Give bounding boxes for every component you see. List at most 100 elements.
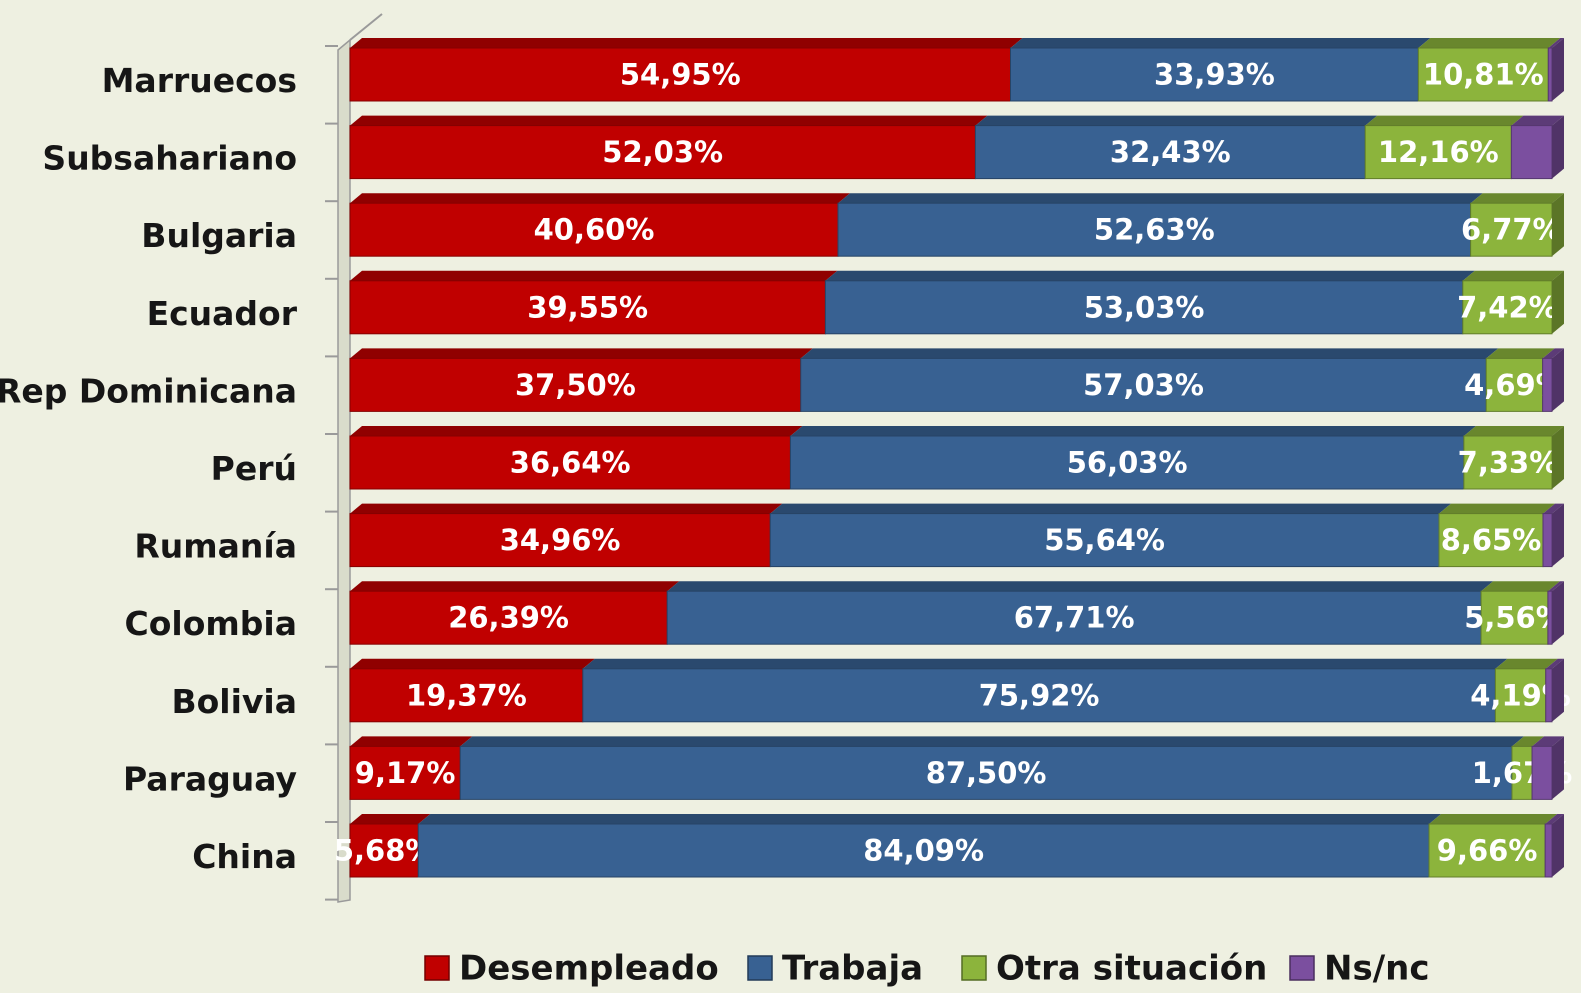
- y-tick-label: Ecuador: [147, 294, 298, 333]
- bar-end: [1552, 658, 1564, 722]
- bar-segment: [349, 823, 419, 878]
- wall-side: [337, 38, 351, 903]
- bar-segment: [1547, 590, 1553, 645]
- bar-segment: [1494, 668, 1547, 723]
- bar-top: [1542, 348, 1564, 359]
- bar-segment: [349, 435, 791, 490]
- value-label: 10,81%: [1423, 58, 1544, 92]
- bar-top: [790, 426, 1476, 436]
- value-label: 7,33%: [1458, 446, 1559, 480]
- bar-segment: [1480, 590, 1549, 645]
- bar-segment: [459, 745, 1513, 800]
- bar-segment: [1463, 435, 1553, 490]
- legend-label: Ns/nc: [1324, 949, 1429, 989]
- bar-segment: [1531, 745, 1553, 800]
- bar-segment: [837, 202, 1472, 257]
- bar-segment: [824, 280, 1464, 335]
- value-label: 54,95%: [620, 58, 741, 92]
- bar-top: [1470, 193, 1564, 204]
- bar-segment: [349, 590, 668, 645]
- bar-top: [1481, 581, 1560, 592]
- bar-top: [1495, 658, 1558, 669]
- value-label: 57,03%: [1083, 368, 1204, 402]
- bar-segment: [349, 745, 461, 800]
- bar-top: [350, 581, 680, 592]
- bar-top: [1365, 115, 1524, 126]
- bar-end: [1552, 581, 1564, 645]
- bar-segment: [1510, 125, 1553, 180]
- bar-segment: [1470, 202, 1553, 257]
- bar-segment: [974, 125, 1366, 180]
- bar-segment: [349, 47, 1011, 102]
- value-label: 52,03%: [602, 135, 723, 169]
- bar-top: [1439, 503, 1555, 514]
- value-label: 67,71%: [1014, 601, 1135, 635]
- legend-swatch: [961, 955, 987, 981]
- bar-top: [350, 193, 851, 204]
- bar-segment: [349, 357, 802, 412]
- bar-top: [1486, 348, 1555, 359]
- value-label: 84,09%: [863, 834, 984, 868]
- value-label: 34,96%: [500, 523, 621, 557]
- bar-top: [350, 348, 813, 359]
- bar-segment: [1545, 668, 1553, 723]
- bar-top: [350, 38, 1023, 48]
- bar-segment: [349, 513, 771, 568]
- y-tick-label: Bulgaria: [141, 216, 297, 255]
- bar-top: [770, 503, 1452, 514]
- bar-end: [1552, 426, 1564, 489]
- legend-label: Desempleado: [459, 949, 719, 989]
- value-label: 36,64%: [510, 446, 631, 480]
- bar-segment: [349, 668, 584, 723]
- bar-segment: [1462, 280, 1553, 335]
- bar-end: [1552, 270, 1564, 334]
- bar-segment: [1428, 823, 1546, 878]
- value-label: 37,50%: [515, 368, 636, 402]
- axis-wall: [337, 13, 383, 903]
- bar-top: [1548, 38, 1564, 48]
- y-tick-label: Perú: [211, 449, 297, 488]
- bar-top: [667, 581, 1494, 592]
- bar-top: [838, 193, 1483, 204]
- y-tick-label: Paraguay: [123, 759, 297, 798]
- bar-top: [350, 658, 595, 669]
- legend-swatch: [747, 955, 773, 981]
- bar-segment: [1547, 47, 1553, 102]
- bar-top: [1418, 38, 1561, 48]
- value-label: 56,03%: [1067, 446, 1188, 480]
- value-label: 52,63%: [1094, 213, 1215, 247]
- value-label: 12,16%: [1378, 135, 1499, 169]
- bar-end: [1552, 736, 1564, 800]
- y-tick-label: Marruecos: [102, 61, 297, 100]
- bar-segment: [349, 125, 976, 180]
- bar-top: [1511, 736, 1545, 747]
- bar-top: [350, 814, 431, 824]
- y-tick-label: Subsahariano: [42, 139, 297, 178]
- bar-top: [1542, 503, 1564, 514]
- bar-top: [418, 814, 1442, 824]
- bar-end: [1552, 115, 1564, 179]
- value-label: 9,17%: [355, 756, 456, 790]
- legend-swatch: [1289, 955, 1315, 981]
- bar-end: [1552, 193, 1564, 257]
- bar-top: [1010, 38, 1431, 48]
- bar-top: [800, 348, 1499, 359]
- value-label: 87,50%: [926, 756, 1047, 790]
- bar-top: [1463, 426, 1564, 436]
- bar-top: [1547, 581, 1564, 592]
- bar-top: [350, 503, 783, 514]
- bar-top: [1511, 115, 1564, 126]
- bar-segment: [1542, 513, 1553, 568]
- bar-end: [1552, 38, 1564, 101]
- bar-top: [350, 736, 473, 747]
- bar-segment: [1364, 125, 1512, 180]
- bar-segment: [666, 590, 1482, 645]
- value-label: 53,03%: [1084, 290, 1205, 324]
- bar-segment: [1542, 357, 1553, 412]
- value-label: 5,68%: [334, 834, 435, 868]
- bar-segment: [1544, 823, 1553, 878]
- bar-segment: [349, 280, 826, 335]
- y-tick-label: Bolivia: [171, 682, 297, 721]
- bar-top: [825, 270, 1475, 281]
- wall-edge: [349, 13, 383, 41]
